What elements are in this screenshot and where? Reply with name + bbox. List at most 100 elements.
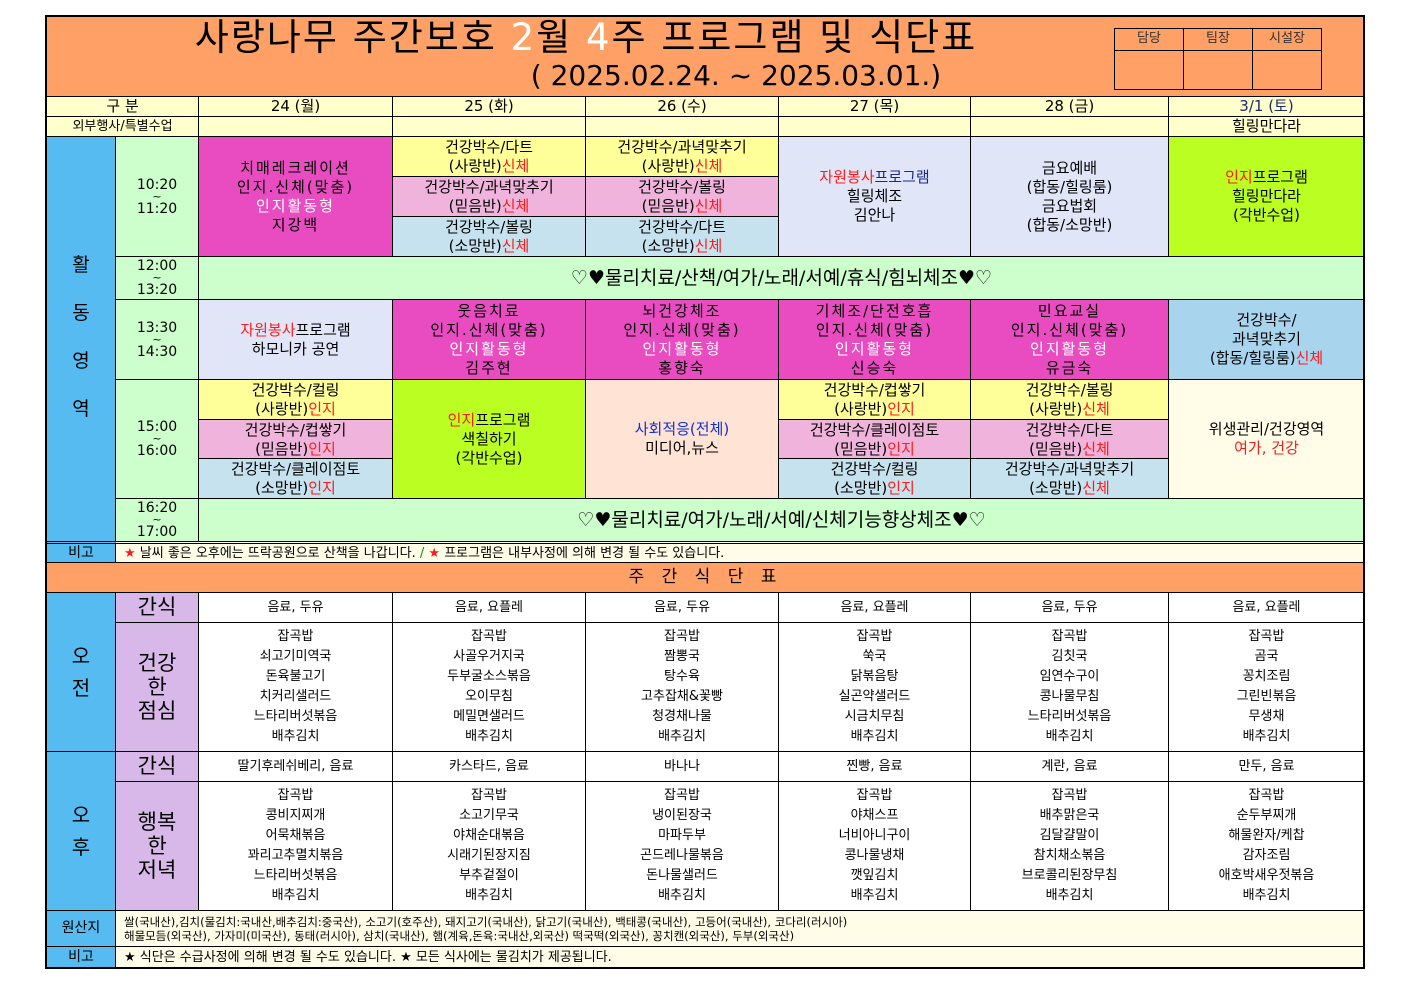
category-tag: 신체 xyxy=(501,196,530,215)
page-title: 사랑나무 주간보호 2월 4주 프로그램 및 식단표 xyxy=(136,18,1036,58)
cell-line: 건강박수/다트 xyxy=(445,138,533,157)
pm-snack-cell: 바나나 xyxy=(585,751,779,782)
cell-line: 건강박수/볼링 xyxy=(445,218,533,237)
program-cell: 건강박수/과녁맞추기 (합동/힐링룸)신체 xyxy=(1168,299,1365,380)
time-text: ~ xyxy=(152,271,162,284)
cell-line: 금요법회 xyxy=(1042,197,1097,216)
origin-label: 원산지 xyxy=(46,910,116,947)
note-text-part: / xyxy=(419,545,425,561)
approval-sign-box xyxy=(1183,50,1253,90)
cell-text: (각반수업) xyxy=(1233,206,1300,224)
cell-line: (사랑반)신체 xyxy=(642,157,723,176)
menu-item: 음료, 두유 xyxy=(267,600,324,615)
dinner-menu-cell: 잡곡밥 냉이된장국 마파두부 곤드레나물볶음 돈나물샐러드 배추김치 xyxy=(585,781,779,911)
category-tag: 인지 xyxy=(887,399,915,418)
menu-item: 참치채소볶음 xyxy=(1033,848,1106,863)
lunch-menu-cell: 잡곡밥 사골우거지국 두부굴소스볶음 오이무침 메밀면샐러드 배추김치 xyxy=(392,622,586,752)
time-range: 15:00 ~16:00 xyxy=(115,379,199,499)
dinner-menu-cell: 잡곡밥 소고기무국 야채순대볶음 시래기된장지짐 부추겉절이 배추김치 xyxy=(392,781,586,911)
title-month: 2 xyxy=(510,16,537,59)
menu-item: 김달걀말이 xyxy=(1039,828,1100,843)
cell-line: 인지활동형 xyxy=(256,197,335,216)
menu-item: 깻잎김치 xyxy=(850,868,899,883)
program-cell: 자원봉사프로그램 하모니카 공연 xyxy=(198,299,393,380)
cell-line: 건강박수/클레이점토 xyxy=(810,421,939,440)
special-cell xyxy=(585,116,779,137)
cell-line: 인지.신체(맞춤) xyxy=(1011,321,1128,340)
cell-text: (믿음반) xyxy=(1029,439,1083,458)
cell-line: (소망반)신체 xyxy=(642,237,723,256)
cell-line: (합동/힐링룸)신체 xyxy=(1210,349,1323,368)
menu-item: 어묵채볶음 xyxy=(265,828,326,843)
cell-text: 홍향숙 xyxy=(658,358,706,377)
cell-line: (소망반)신체 xyxy=(1029,479,1110,498)
cell-text: 하모니카 공연 xyxy=(251,339,340,358)
category-tag: 여가, 건강 xyxy=(1234,439,1299,457)
menu-item: 배추김치 xyxy=(1045,888,1094,903)
menu-item: 느타리버섯볶음 xyxy=(253,709,338,724)
category-tag: 자원봉사 xyxy=(819,168,875,186)
cell-line: (각반수업) xyxy=(1233,206,1300,225)
cell-text: 금요법회 xyxy=(1041,196,1098,215)
cell-text: 인지활동형 xyxy=(449,339,529,358)
menu-item: 해물완자/케찹 xyxy=(1228,828,1305,843)
pm-snack-cell: 계란, 음료 xyxy=(970,751,1169,782)
cell-line: (소망반)인지 xyxy=(834,479,915,498)
title-text: 주 프로그램 및 식단표 xyxy=(611,16,978,59)
cell-text: 후 xyxy=(71,835,91,859)
cell-text: 인지.신체(맞춤) xyxy=(623,320,741,339)
menu-item: 고추잡채&꽃빵 xyxy=(641,689,723,704)
menu-item: 순두부찌개 xyxy=(1236,808,1297,823)
dinner-menu-cell: 잡곡밥 배추맑은국 김달걀말이 참치채소볶음 브로콜리된장무침 배추김치 xyxy=(970,781,1169,911)
cell-text: 쌀(국내산),김치(물김치:국내산,배추김치:중국산), 소고기(호주산), 돼… xyxy=(124,914,848,929)
cell-text: 원산지 xyxy=(61,920,101,936)
cell-text: 인지.신체(맞춤) xyxy=(236,177,355,196)
category-tag: 자원봉사 xyxy=(240,320,296,339)
menu-item: 잡곡밥 xyxy=(471,629,507,644)
cell-text: 사회적응(전체) xyxy=(634,420,730,438)
cell-line: (믿음반)신체 xyxy=(449,197,530,216)
day-label: 26 (수) xyxy=(657,97,707,115)
cell-text: 건강박수/컵쌓기 xyxy=(823,380,926,399)
time-text: 14:30 xyxy=(136,343,178,360)
pm-snack-cell: 카스타드, 음료 xyxy=(392,751,586,782)
cell-text: 외부행사/특별수업 xyxy=(72,119,173,134)
category-tag: 인지 xyxy=(1225,168,1253,186)
cell-line: 지강백 xyxy=(272,216,319,235)
cell-text: 건강박수/볼링 xyxy=(1025,380,1114,399)
class-program-cell: 건강박수/볼링 (소망반)신체 xyxy=(392,216,586,257)
cell-text: 민요교실 xyxy=(1037,301,1102,320)
cell-text: (소망반) xyxy=(834,478,888,497)
day-label: 3/1 (토) xyxy=(1239,97,1294,115)
approval-sign-box xyxy=(1252,50,1322,90)
menu-item: 배추김치 xyxy=(271,729,320,744)
cell-text: (사랑반) xyxy=(641,156,695,175)
cell-line: 신승숙 xyxy=(851,359,898,378)
class-program-cell: 건강박수/과녁맞추기 (소망반)신체 xyxy=(970,458,1169,499)
menu-item: 콩나물냉채 xyxy=(844,848,905,863)
cell-text: 프로그램 xyxy=(1252,168,1308,186)
menu-item: 배추김치 xyxy=(1242,888,1291,903)
cell-line: 위생관리/건강영역 xyxy=(1209,420,1324,439)
program-cell: 인지프로그램 힐링만다라 (각반수업) xyxy=(1168,136,1365,257)
cell-text: 인지활동형 xyxy=(255,196,335,215)
class-program-cell: 건강박수/컵쌓기 (사랑반)인지 xyxy=(778,379,971,420)
cell-line: 건강박수/볼링 xyxy=(1026,381,1114,400)
cell-text: 건강박수/다트 xyxy=(638,217,726,236)
cell-line: 건강박수/과녁맞추기 xyxy=(617,138,746,157)
program-cell: 인지프로그램 색칠하기 (각반수업) xyxy=(392,379,586,499)
menu-item: 잡곡밥 xyxy=(1248,629,1285,644)
menu-item: 배추김치 xyxy=(465,729,513,744)
cell-text: 인지활동형 xyxy=(1029,339,1109,358)
cell-line: (믿음반)신체 xyxy=(642,197,723,216)
category-tag: 인지 xyxy=(887,439,915,458)
menu-item: 잡곡밥 xyxy=(471,788,507,803)
cell-text: 건강 xyxy=(137,651,177,675)
dinner-menu-cell: 잡곡밥 콩비지찌개 어묵채볶음 꽈리고추멸치볶음 느타리버섯볶음 배추김치 xyxy=(198,781,393,911)
cell-line: (믿음반)인지 xyxy=(834,440,915,459)
pm-snack-cell: 딸기후레쉬베리, 음료 xyxy=(198,751,393,782)
cell-text: 건강박수/과녁맞추기 xyxy=(617,137,747,156)
class-program-cell: 건강박수/다트 (사랑반)신체 xyxy=(392,136,586,177)
cell-text: (믿음반) xyxy=(641,196,695,215)
cell-line: 김안나 xyxy=(854,206,895,225)
